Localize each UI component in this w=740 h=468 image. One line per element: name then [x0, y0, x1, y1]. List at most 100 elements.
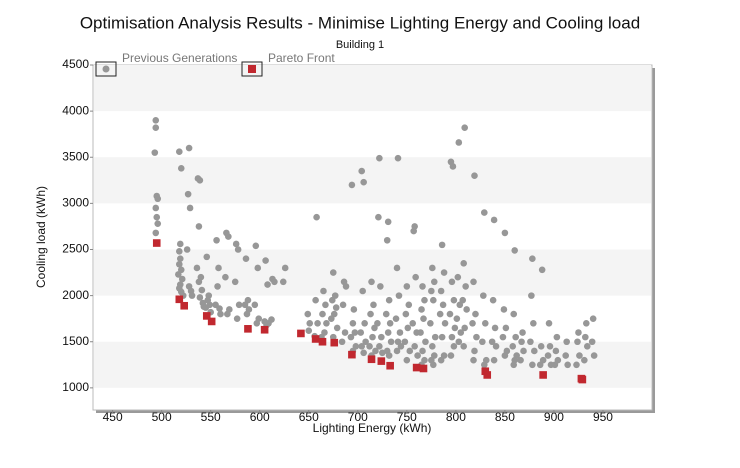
data-point: [431, 333, 439, 341]
data-point: [304, 310, 312, 318]
data-point: [520, 347, 527, 355]
data-point: [573, 361, 580, 369]
data-point: [453, 315, 461, 322]
data-point: [234, 246, 242, 253]
pareto-point: [412, 363, 421, 372]
data-point: [470, 356, 477, 364]
data-point: [252, 242, 260, 250]
data-point: [338, 338, 346, 346]
data-point: [492, 343, 500, 350]
data-point: [342, 283, 350, 290]
data-point: [152, 124, 160, 132]
data-point: [369, 333, 376, 341]
data-point: [319, 310, 326, 318]
data-point: [411, 343, 418, 350]
data-point: [232, 240, 240, 248]
data-point: [518, 338, 525, 346]
data-point: [428, 287, 435, 295]
chart-title: Optimisation Analysis Results - Minimise…: [80, 13, 640, 32]
data-point: [489, 296, 497, 304]
data-point: [406, 347, 414, 355]
data-point: [421, 296, 428, 304]
data-point: [479, 338, 486, 346]
data-point: [471, 172, 478, 179]
data-point: [469, 319, 476, 327]
data-point: [575, 329, 582, 336]
data-point: [176, 240, 184, 248]
data-point: [152, 117, 160, 124]
data-point: [459, 296, 467, 304]
data-point: [377, 283, 384, 290]
pareto-point: [175, 295, 184, 304]
grid-band: [94, 65, 651, 112]
data-point: [440, 269, 448, 276]
data-point: [175, 271, 182, 278]
x-tick-label: 800: [446, 410, 466, 424]
data-point: [243, 310, 251, 318]
data-point: [438, 241, 446, 249]
data-point: [374, 319, 381, 327]
data-point: [437, 287, 445, 295]
data-point: [574, 338, 581, 346]
data-point: [491, 324, 499, 332]
data-point: [370, 301, 377, 309]
data-point: [462, 283, 469, 290]
data-point: [195, 223, 203, 230]
data-point: [360, 349, 367, 357]
data-point: [328, 296, 336, 304]
y-tick-label: 4500: [62, 57, 89, 71]
data-point: [527, 338, 534, 346]
x-tick-label: 600: [250, 410, 270, 424]
data-point: [529, 255, 536, 263]
pareto-point: [260, 325, 269, 334]
data-point: [367, 310, 374, 318]
data-point: [224, 310, 231, 318]
data-point: [361, 319, 368, 327]
y-tick-label: 1000: [62, 380, 89, 394]
data-point: [395, 292, 403, 299]
data-point: [418, 306, 425, 313]
y-axis-label: Cooling load (kWh): [34, 186, 48, 288]
data-point: [154, 220, 162, 227]
data-point: [562, 352, 569, 359]
data-point: [185, 144, 193, 152]
grid-band: [94, 157, 651, 204]
data-point: [313, 213, 320, 221]
data-point: [358, 167, 366, 175]
data-point: [376, 154, 383, 162]
data-point: [375, 213, 382, 221]
data-point: [590, 352, 598, 359]
data-point: [450, 343, 458, 350]
data-point: [450, 296, 458, 304]
data-point: [582, 333, 589, 341]
data-point: [528, 292, 535, 299]
data-point: [419, 347, 426, 355]
data-point: [305, 327, 313, 334]
data-point: [500, 306, 508, 313]
data-point: [385, 296, 393, 304]
data-point: [404, 324, 412, 332]
data-point: [501, 352, 509, 359]
pareto-point: [419, 364, 428, 373]
data-point: [438, 333, 446, 341]
data-point: [455, 338, 463, 346]
data-point: [457, 329, 465, 336]
data-point: [510, 361, 518, 369]
data-point: [213, 236, 220, 244]
pareto-point: [367, 355, 376, 364]
data-point: [322, 301, 329, 309]
pareto-point: [180, 301, 189, 310]
data-point: [176, 260, 183, 268]
data-point: [360, 178, 367, 186]
data-point: [195, 278, 203, 286]
data-point: [447, 352, 455, 359]
data-point: [176, 148, 183, 156]
data-point: [448, 278, 456, 286]
data-point: [451, 324, 459, 332]
data-point: [306, 319, 314, 327]
data-point: [449, 163, 457, 170]
data-point: [437, 356, 445, 364]
data-point: [279, 278, 287, 286]
data-point: [350, 306, 358, 313]
data-point: [490, 216, 498, 224]
